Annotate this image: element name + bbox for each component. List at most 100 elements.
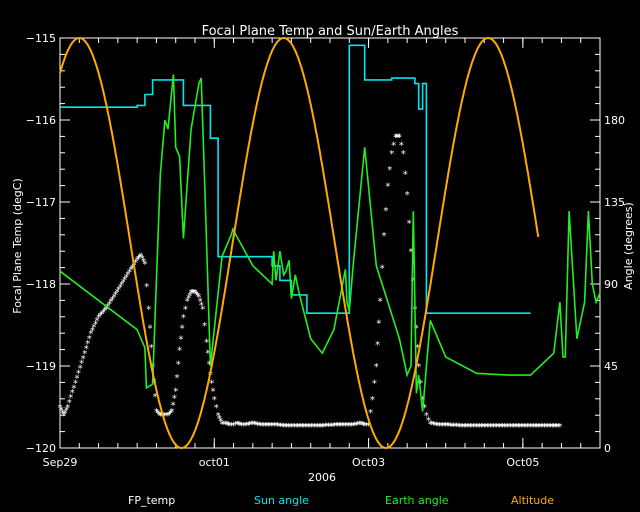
fp-temp-point: * <box>556 422 561 433</box>
fp-temp-point: * <box>468 422 473 433</box>
fp-temp-point: * <box>101 308 106 319</box>
fp-temp-point: * <box>67 398 72 409</box>
fp-temp-point: * <box>366 421 371 432</box>
fp-temp-point: * <box>149 343 154 354</box>
fp-temp-point: * <box>148 324 153 335</box>
fp-temp-point: * <box>90 326 95 337</box>
fp-temp-point: * <box>266 421 271 432</box>
fp-temp-point: * <box>221 419 226 430</box>
fp-temp-point: * <box>348 421 353 432</box>
fp-temp-point: * <box>99 310 104 321</box>
fp-temp-point: * <box>486 422 491 433</box>
fp-temp-point: * <box>93 319 98 330</box>
fp-temp-point: * <box>137 253 142 264</box>
fp-temp-point: * <box>544 422 549 433</box>
fp-temp-point: * <box>445 421 450 432</box>
fp-temp-point: * <box>507 422 512 433</box>
fp-temp-point: * <box>482 422 487 433</box>
left-tick-label: −117 <box>26 196 56 209</box>
fp-temp-point: * <box>122 275 127 286</box>
fp-temp-point: * <box>102 306 107 317</box>
legend-item-fp-temp: FP_temp <box>128 494 175 507</box>
fp-temp-point: * <box>522 422 527 433</box>
fp-temp-point: * <box>260 421 265 432</box>
fp-temp-point: * <box>270 421 275 432</box>
fp-temp-point: * <box>168 409 173 420</box>
fp-temp-point: * <box>87 334 92 345</box>
fp-temp-point: * <box>473 422 478 433</box>
fp-temp-point: * <box>349 421 354 432</box>
fp-temp-point: * <box>286 422 291 433</box>
fp-temp-point: * <box>243 421 248 432</box>
fp-temp-point: * <box>250 419 255 430</box>
fp-temp-point: * <box>292 422 297 433</box>
fp-temp-point: * <box>382 231 387 242</box>
fp-temp-point: * <box>253 420 258 431</box>
fp-temp-point: * <box>358 419 363 430</box>
fp-temp-point: * <box>539 422 544 433</box>
fp-temp-point: * <box>198 296 203 307</box>
fp-temp-point: * <box>166 411 171 422</box>
fp-temp-point: * <box>136 254 141 265</box>
right-tick-label: 0 <box>604 442 611 455</box>
fp-temp-point: * <box>275 421 280 432</box>
legend: FP_temp Sun angle Earth angle Altitude <box>128 494 554 507</box>
fp-temp-point: * <box>383 206 388 217</box>
legend-item-earth-angle: Earth angle <box>385 494 449 507</box>
fp-temp-point: * <box>130 263 135 274</box>
fp-temp-point: * <box>252 420 257 431</box>
fp-temp-point: * <box>530 422 535 433</box>
fp-temp-point: * <box>428 419 433 430</box>
fp-temp-point: * <box>479 422 484 433</box>
fp-temp-point: * <box>368 408 373 419</box>
fp-temp-point: * <box>528 422 533 433</box>
left-tick-label: −119 <box>26 360 56 373</box>
fp-temp-point: * <box>362 421 367 432</box>
fp-temp-point: * <box>289 422 294 433</box>
fp-temp-point: * <box>309 422 314 433</box>
fp-temp-point: * <box>229 421 234 432</box>
fp-temp-point: * <box>223 419 228 430</box>
right-tick-label: 135 <box>604 196 625 209</box>
fp-temp-point: * <box>183 305 188 316</box>
fp-temp-point: * <box>389 149 394 160</box>
fp-temp-point: * <box>462 422 467 433</box>
fp-temp-point: * <box>199 301 204 312</box>
fp-temp-point: * <box>175 373 180 384</box>
fp-temp-point: * <box>214 403 219 414</box>
fp-temp-point: * <box>304 422 309 433</box>
fp-temp-point: * <box>513 422 518 433</box>
fp-temp-point: * <box>551 422 556 433</box>
fp-temp-point: * <box>399 141 404 152</box>
fp-temp-point: * <box>343 421 348 432</box>
fp-temp-point: * <box>326 422 331 433</box>
fp-temp-point: * <box>85 339 90 350</box>
fp-temp-point: * <box>298 422 303 433</box>
fp-temp-point: * <box>118 283 123 294</box>
fp-temp-point: * <box>153 392 158 403</box>
fp-temp-point: * <box>95 316 100 327</box>
fp-temp-point: * <box>536 422 541 433</box>
fp-temp-point: * <box>306 422 311 433</box>
fp-temp-point: * <box>516 422 521 433</box>
fp-temp-point: * <box>545 422 550 433</box>
altitude-line <box>59 36 540 449</box>
fp-temp-point: * <box>177 346 182 357</box>
fp-temp-point: * <box>98 311 103 322</box>
fp-temp-point: * <box>391 141 396 152</box>
fp-temp-point: * <box>454 422 459 433</box>
fp-temp-point: * <box>172 393 177 404</box>
fp-temp-point: * <box>548 422 553 433</box>
fp-temp-point: * <box>424 411 429 422</box>
fp-temp-point: * <box>340 421 345 432</box>
fp-temp-point: * <box>485 422 490 433</box>
fp-temp-point: * <box>212 395 217 406</box>
fp-temp-point: * <box>511 422 516 433</box>
fp-temp-point: * <box>415 343 420 354</box>
left-tick-label: −116 <box>26 114 56 127</box>
fp-temp-point: * <box>497 422 502 433</box>
fp-temp-point: * <box>540 422 545 433</box>
fp-temp-point: * <box>202 321 207 332</box>
left-tick-label: −118 <box>26 278 56 291</box>
fp-temp-point: * <box>209 378 214 389</box>
